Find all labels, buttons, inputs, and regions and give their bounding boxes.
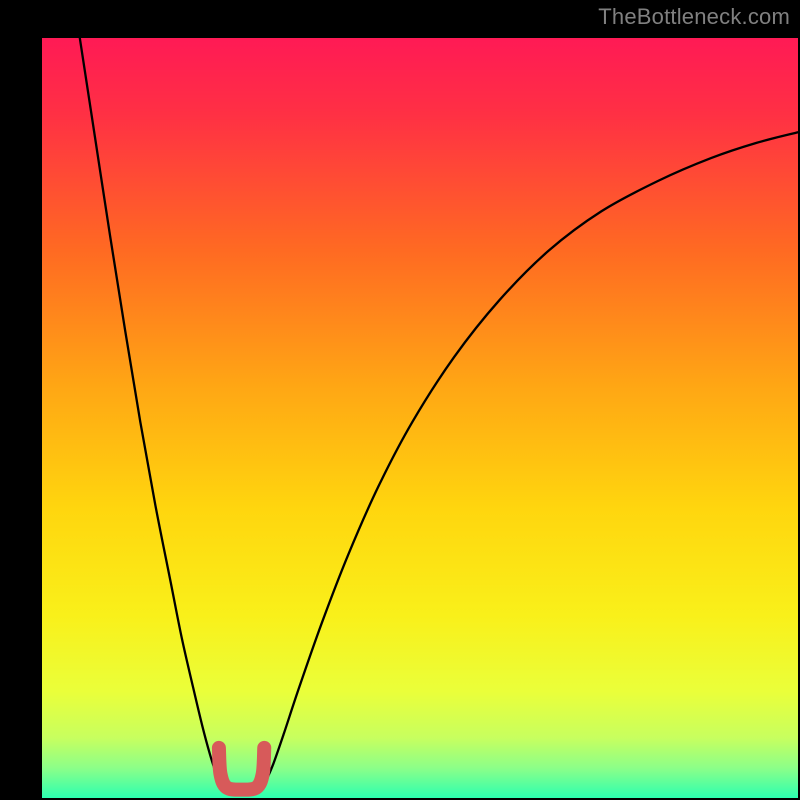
- valley-marker: [219, 748, 264, 790]
- bottleneck-curve-left: [80, 38, 224, 790]
- plot-curves: [42, 38, 798, 798]
- plot-frame: [42, 38, 798, 798]
- bottleneck-curve-right: [261, 132, 798, 789]
- watermark-text: TheBottleneck.com: [598, 4, 790, 30]
- canvas-root: TheBottleneck.com: [0, 0, 800, 800]
